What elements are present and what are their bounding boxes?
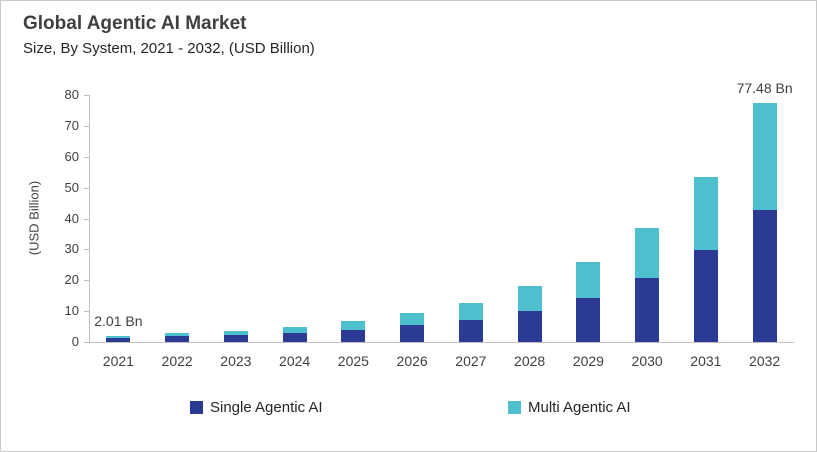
bar-segment-multi-agentic-ai-2030: [635, 228, 660, 278]
x-tick-label-2024: 2024: [279, 353, 311, 369]
bar-segment-multi-agentic-ai-2024: [282, 326, 307, 333]
bar-segment-single-agentic-ai-2027: [458, 319, 483, 342]
x-axis-line: [89, 342, 794, 343]
legend-label-multi-agentic-ai: Multi Agentic AI: [528, 398, 631, 416]
bar-segment-single-agentic-ai-2021: [106, 337, 131, 342]
legend-swatch-single-agentic-ai: [190, 400, 203, 414]
y-tick-label: 40: [64, 210, 79, 226]
bar-segment-single-agentic-ai-2022: [165, 336, 190, 342]
x-tick-label-2028: 2028: [514, 353, 546, 369]
y-axis-tick: [84, 95, 89, 96]
x-tick-label-2029: 2029: [572, 353, 604, 369]
y-axis-tick: [84, 218, 89, 220]
bar-segment-single-agentic-ai-2026: [400, 324, 425, 342]
legend-item-single-agentic-ai: Single Agentic AI: [190, 398, 323, 416]
x-tick-label-2022: 2022: [161, 353, 193, 369]
x-tick-label-2032: 2032: [749, 353, 781, 369]
bar-segment-single-agentic-ai-2023: [223, 335, 248, 342]
x-tick-label-2027: 2027: [455, 353, 487, 369]
y-axis-line: [89, 95, 90, 342]
legend: Single Agentic AI Multi Agentic AI: [1, 398, 816, 418]
y-tick-label: 60: [64, 148, 79, 164]
legend-item-multi-agentic-ai: Multi Agentic AI: [508, 398, 631, 416]
bar-segment-single-agentic-ai-2025: [341, 329, 366, 342]
y-tick-label: 30: [64, 241, 79, 257]
y-axis-tick: [84, 249, 89, 251]
bar-segment-multi-agentic-ai-2023: [223, 330, 248, 336]
y-axis-tick: [84, 280, 89, 282]
x-tick-label-2031: 2031: [690, 353, 722, 369]
bar-segment-multi-agentic-ai-2032: [752, 102, 777, 211]
bar-segment-single-agentic-ai-2024: [282, 332, 307, 342]
x-tick-label-2025: 2025: [337, 353, 369, 369]
y-tick-label: 80: [64, 87, 79, 102]
data-label-2032: 77.48 Bn: [736, 79, 793, 96]
bar-segment-multi-agentic-ai-2022: [165, 332, 190, 337]
bar-segment-multi-agentic-ai-2021: [106, 335, 131, 338]
bar-segment-multi-agentic-ai-2029: [576, 262, 601, 298]
y-axis-tick: [84, 125, 89, 127]
chart-subtitle: Size, By System, 2021 - 2032, (USD Billi…: [23, 40, 315, 57]
x-tick-label-2023: 2023: [220, 353, 252, 369]
y-tick-label: 50: [64, 179, 79, 195]
y-axis-tick: [84, 156, 89, 158]
data-label-2021: 2.01 Bn: [94, 312, 143, 329]
bar-segment-single-agentic-ai-2031: [693, 249, 718, 342]
bar-segment-single-agentic-ai-2028: [517, 311, 542, 342]
y-tick-label: 20: [64, 272, 79, 288]
bar-segment-multi-agentic-ai-2028: [517, 286, 542, 312]
y-tick-label: 0: [71, 334, 79, 349]
bar-segment-multi-agentic-ai-2027: [458, 302, 483, 320]
y-axis-tick: [84, 342, 89, 343]
legend-swatch-multi-agentic-ai: [508, 400, 521, 414]
x-tick-label-2030: 2030: [631, 353, 663, 369]
bar-segment-multi-agentic-ai-2031: [693, 176, 718, 250]
y-tick-label: 10: [64, 303, 79, 319]
bar-segment-single-agentic-ai-2030: [635, 277, 660, 342]
x-tick-label-2026: 2026: [396, 353, 428, 369]
bar-segment-multi-agentic-ai-2026: [400, 312, 425, 325]
chart-title: Global Agentic AI Market: [23, 13, 247, 34]
bar-segment-single-agentic-ai-2029: [576, 297, 601, 342]
bar-segment-multi-agentic-ai-2025: [341, 321, 366, 330]
x-tick-label-2021: 2021: [102, 353, 134, 369]
y-axis-tick: [84, 187, 89, 189]
bar-segment-single-agentic-ai-2032: [752, 210, 777, 342]
y-axis-tick: [84, 311, 89, 313]
legend-label-single-agentic-ai: Single Agentic AI: [210, 398, 323, 416]
y-tick-label: 70: [64, 117, 79, 133]
